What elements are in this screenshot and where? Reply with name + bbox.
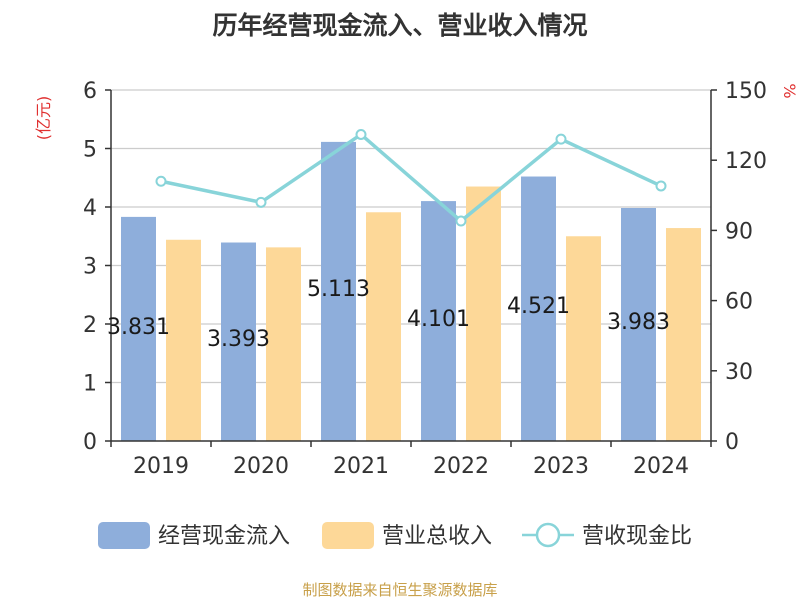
legend-label: 营收现金比: [582, 524, 692, 549]
ratio-point: [255, 196, 267, 208]
right-tick-label: 120: [725, 149, 767, 174]
x-tick-label: 2024: [633, 454, 689, 479]
source-note: 制图数据来自恒生聚源数据库: [302, 581, 498, 599]
left-tick-label: 5: [83, 138, 97, 163]
bar: [566, 236, 601, 441]
legend: 经营现金流入 营业总收入 营收现金比: [98, 522, 692, 549]
bar: [421, 201, 456, 441]
bar-value-label: 4.101: [407, 307, 470, 332]
bar: [521, 176, 556, 442]
bar: [221, 242, 256, 441]
x-tick-label: 2019: [133, 454, 189, 479]
legend-label: 营业总收入: [382, 524, 492, 549]
data-labels: 3.831 3.393 5.113 4.101 4.521 3.983: [107, 277, 670, 352]
legend-label: 经营现金流入: [158, 524, 290, 549]
ratio-point: [555, 133, 567, 145]
bar-value-label: 3.983: [607, 310, 670, 335]
x-tick-label: 2021: [333, 454, 389, 479]
left-tick-label: 0: [83, 430, 97, 455]
bar-value-label: 3.393: [207, 327, 270, 352]
bar: [466, 186, 501, 441]
right-tick-label: 30: [725, 360, 753, 385]
right-tick-label: 150: [725, 79, 767, 104]
right-tick-label: 90: [725, 219, 753, 244]
ratio-line-path: [160, 132, 662, 224]
left-tick-label: 3: [83, 255, 97, 280]
bar: [321, 141, 356, 441]
bar: [121, 216, 156, 441]
bar: [166, 239, 201, 441]
ratio-point: [355, 128, 367, 140]
x-tick-label: 2022: [433, 454, 489, 479]
bar: [621, 207, 656, 441]
legend-swatch: [322, 522, 374, 549]
grid-lines: [111, 89, 711, 384]
x-tick-label: 2020: [233, 454, 289, 479]
ratio-point: [655, 180, 667, 192]
x-tick-label: 2023: [533, 454, 589, 479]
legend-marker: [535, 522, 561, 548]
left-tick-label: 2: [83, 313, 97, 338]
bars: [121, 141, 701, 442]
bar: [366, 212, 401, 441]
bar-value-label: 4.521: [507, 294, 570, 319]
left-axis-label: (亿元): [34, 96, 53, 141]
ratio-point: [455, 215, 467, 227]
right-tick-label: 60: [725, 290, 753, 315]
bar: [666, 228, 701, 441]
ratio-line: [155, 128, 667, 227]
bar-value-label: 5.113: [307, 277, 370, 302]
left-tick-label: 4: [83, 196, 97, 221]
left-tick-label: 6: [83, 79, 97, 104]
ratio-point: [155, 175, 167, 187]
bar: [266, 247, 301, 441]
chart-title: 历年经营现金流入、营业收入情况: [212, 11, 588, 40]
left-tick-label: 1: [83, 372, 97, 397]
legend-swatch: [98, 522, 150, 549]
bar-value-label: 3.831: [107, 315, 170, 340]
right-axis-label: %: [780, 83, 799, 98]
right-tick-label: 0: [725, 430, 739, 455]
